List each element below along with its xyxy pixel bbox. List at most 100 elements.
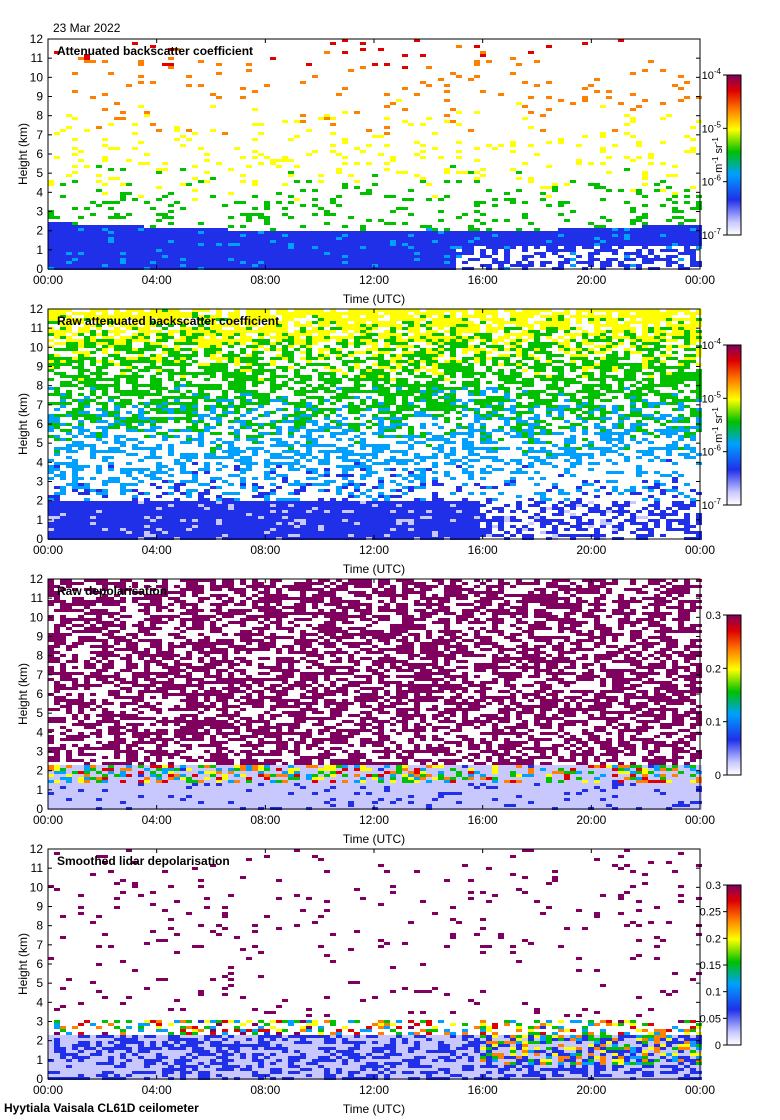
y-tick-label: 6 <box>36 147 43 161</box>
y-tick-label: 6 <box>36 687 43 701</box>
colorbar-tick-label: 10-7 <box>702 497 722 512</box>
y-tick-label: 10 <box>30 70 44 84</box>
y-tick-label: 3 <box>36 475 43 489</box>
x-tick-label: 00:00 <box>685 1083 715 1097</box>
y-tick-label: 9 <box>36 900 43 914</box>
y-tick-label: 12 <box>30 842 44 856</box>
colorbar-tick-label: 0.1 <box>706 987 721 999</box>
y-tick-label: 11 <box>31 861 44 875</box>
y-tick-label: 4 <box>36 995 43 1009</box>
date-label: 23 Mar 2022 <box>53 21 121 35</box>
y-tick-label: 7 <box>36 128 43 142</box>
x-axis-label: Time (UTC) <box>343 1102 405 1116</box>
y-tick-label: 10 <box>30 610 44 624</box>
y-tick-label: 0 <box>36 802 43 816</box>
y-tick-label: 5 <box>36 436 43 450</box>
colorbar: 10-4 10-5 10-6 10-7 m-1 sr-1 <box>702 67 742 242</box>
x-tick-label: 20:00 <box>576 813 606 827</box>
colorbar-gradient <box>726 344 742 506</box>
panel-title: Raw attenuated backscatter coefficient <box>57 314 279 328</box>
colorbar-tick-label: 10-4 <box>702 67 722 82</box>
colorbar-tick-label: 0.05 <box>700 1013 721 1025</box>
y-tick-label: 2 <box>36 1034 43 1048</box>
colorbar-tick-label: 10-5 <box>702 120 722 135</box>
x-tick-label: 00:00 <box>33 813 63 827</box>
colorbar: 10-4 10-5 10-6 10-7 m-1 sr-1 <box>702 337 742 512</box>
y-tick-label: 0 <box>36 262 43 276</box>
y-tick-label: 7 <box>36 938 43 952</box>
y-tick-label: 4 <box>36 725 43 739</box>
y-tick-label: 10 <box>30 880 44 894</box>
y-tick-label: 8 <box>36 379 43 393</box>
x-tick-label: 20:00 <box>576 543 606 557</box>
x-tick-label: 04:00 <box>142 813 172 827</box>
x-tick-label: 08:00 <box>250 813 280 827</box>
panel-title: Attenuated backscatter coefficient <box>57 44 253 58</box>
y-tick-label: 2 <box>36 494 43 508</box>
y-tick-label: 1 <box>36 243 43 257</box>
x-tick-label: 08:00 <box>250 543 280 557</box>
y-tick-label: 10 <box>30 340 44 354</box>
y-tick-label: 3 <box>36 205 43 219</box>
y-tick-label: 8 <box>36 109 43 123</box>
x-tick-label: 12:00 <box>359 543 389 557</box>
x-tick-label: 08:00 <box>250 1083 280 1097</box>
y-tick-label: 6 <box>36 417 43 431</box>
footer-site-label: Hyytiala Vaisala CL61D ceilometer <box>4 1101 199 1115</box>
y-axis-label: Height (km) <box>16 393 30 455</box>
y-tick-label: 6 <box>36 957 43 971</box>
y-axis-label: Height (km) <box>16 123 30 185</box>
colorbar-tick-label: 10-6 <box>702 174 722 189</box>
y-tick-label: 9 <box>36 90 43 104</box>
y-tick-label: 7 <box>36 668 43 682</box>
y-tick-label: 3 <box>36 745 43 759</box>
y-tick-label: 5 <box>36 976 43 990</box>
y-tick-label: 0 <box>36 532 43 546</box>
y-tick-label: 11 <box>31 321 44 335</box>
colorbar-tick-label: 10-6 <box>702 444 722 459</box>
y-axis-label: Height (km) <box>16 663 30 725</box>
y-axis-label: Height (km) <box>16 933 30 995</box>
colorbar-unit-label: m-1 sr-1 <box>711 137 725 173</box>
x-tick-label: 20:00 <box>576 273 606 287</box>
colorbar-tick-label: 10-7 <box>702 227 722 242</box>
x-tick-label: 12:00 <box>359 273 389 287</box>
x-tick-label: 04:00 <box>142 273 172 287</box>
x-tick-label: 00:00 <box>685 813 715 827</box>
colorbar-tick-label: 0 <box>715 1040 721 1052</box>
panel-title: Smoothed lidar depolarisation <box>57 854 230 868</box>
y-tick-label: 7 <box>36 398 43 412</box>
colorbar-tick-label: 0.15 <box>700 960 721 972</box>
y-tick-label: 5 <box>36 166 43 180</box>
x-axis-label: Time (UTC) <box>343 292 405 306</box>
x-tick-label: 00:00 <box>33 1083 63 1097</box>
x-axis-label: Time (UTC) <box>343 562 405 576</box>
colorbar: 0.3 0.2 0.1 0 <box>706 610 742 782</box>
x-tick-label: 16:00 <box>468 813 498 827</box>
y-tick-label: 11 <box>31 51 44 65</box>
colorbar-tick-label: 0.2 <box>706 933 721 945</box>
y-tick-label: 12 <box>30 32 44 46</box>
colorbar-gradient <box>726 884 742 1046</box>
colorbar-tick-label: 0.25 <box>700 907 721 919</box>
y-tick-label: 0 <box>36 1072 43 1086</box>
y-tick-label: 9 <box>36 630 43 644</box>
y-tick-label: 2 <box>36 764 43 778</box>
x-tick-label: 00:00 <box>685 543 715 557</box>
y-tick-label: 12 <box>30 572 44 586</box>
y-tick-label: 3 <box>36 1015 43 1029</box>
colorbar-tick-label: 0.1 <box>706 717 721 729</box>
y-tick-label: 11 <box>31 591 44 605</box>
x-tick-label: 12:00 <box>359 1083 389 1097</box>
colorbar-gradient <box>726 74 742 236</box>
x-tick-label: 08:00 <box>250 273 280 287</box>
y-tick-label: 1 <box>36 783 43 797</box>
y-tick-label: 12 <box>30 302 44 316</box>
x-tick-label: 16:00 <box>468 543 498 557</box>
x-axis-label: Time (UTC) <box>343 832 405 846</box>
colorbar: 0.3 0.25 0.2 0.15 0.1 0.05 0 <box>700 880 742 1052</box>
x-tick-label: 16:00 <box>468 1083 498 1097</box>
y-tick-label: 4 <box>36 455 43 469</box>
